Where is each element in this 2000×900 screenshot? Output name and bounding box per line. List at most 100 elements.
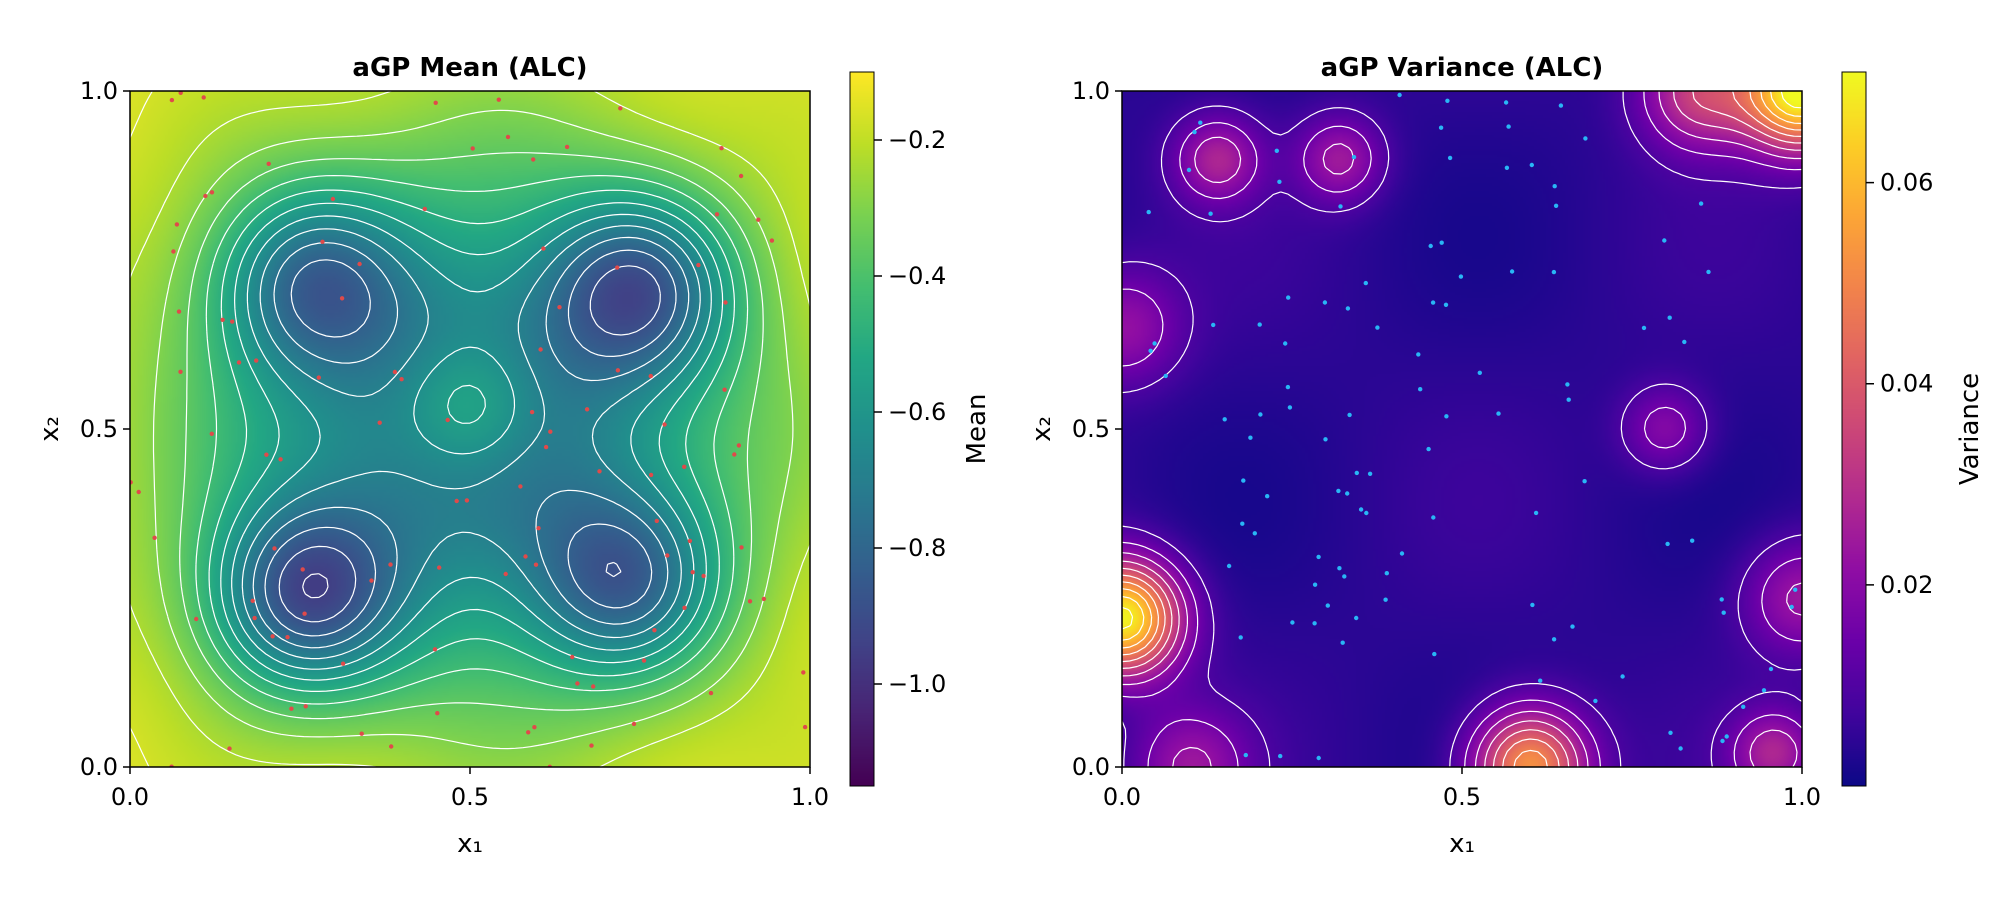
variance-point xyxy=(1529,162,1535,168)
mean-xtick-label: 0.0 xyxy=(111,783,149,811)
variance-point xyxy=(1316,755,1321,761)
variance-contours xyxy=(1122,91,1802,767)
variance-point xyxy=(1285,384,1291,390)
variance-heatmap xyxy=(1122,91,1802,767)
variance-point xyxy=(1312,621,1317,626)
variance-ytick-label: 1.0 xyxy=(1072,77,1110,105)
mean-point xyxy=(739,545,744,550)
mean-point xyxy=(736,443,742,448)
variance-contour-1 xyxy=(1122,91,1802,767)
mean-point xyxy=(432,647,438,652)
mean-point xyxy=(377,420,382,425)
variance-point xyxy=(1428,243,1433,249)
mean-contour-7 xyxy=(231,213,712,670)
variance-point xyxy=(1287,405,1293,410)
variance-point xyxy=(1582,479,1587,484)
mean-point xyxy=(641,658,647,663)
mean-point xyxy=(682,605,687,610)
variance-point xyxy=(1593,698,1598,704)
mean-point xyxy=(302,611,307,616)
mean-point xyxy=(518,484,523,489)
mean-colorbar-tick-label: −0.2 xyxy=(888,126,946,154)
variance-title: aGP Variance (ALC) xyxy=(1321,53,1604,83)
mean-contour-5 xyxy=(252,236,690,649)
mean-point xyxy=(696,262,701,268)
variance-point xyxy=(1342,574,1347,579)
variance-point xyxy=(1447,155,1453,161)
variance-contour-7 xyxy=(1122,91,1802,649)
variance-point xyxy=(1761,688,1767,693)
mean-point xyxy=(682,464,687,469)
variance-point xyxy=(1698,201,1704,206)
mean-ytick-label: 1.0 xyxy=(80,77,118,105)
variance-point xyxy=(1530,602,1535,608)
variance-point xyxy=(1208,211,1213,216)
variance-point xyxy=(1243,752,1249,758)
variance-colorbar-ticks: 0.02 0.04 0.06 xyxy=(1866,169,1933,599)
variance-contour-4 xyxy=(1122,91,1802,767)
mean-point xyxy=(209,190,215,195)
mean-contour-9 xyxy=(208,189,735,692)
mean-point xyxy=(769,238,775,243)
mean-ytick-label: 0.5 xyxy=(80,415,118,443)
variance-point xyxy=(1443,302,1449,307)
mean-point xyxy=(422,206,427,212)
variance-point xyxy=(1163,373,1168,379)
variance-point xyxy=(1274,148,1280,153)
variance-contour-6 xyxy=(1122,91,1802,767)
variance-colorbar xyxy=(1842,72,1866,786)
mean-point xyxy=(433,100,438,106)
variance-contour-5 xyxy=(1122,91,1802,767)
mean-point xyxy=(532,725,537,730)
mean-point xyxy=(631,721,637,727)
variance-axis-ticks: 0.00.0 0.5 0.5 1.0 1.0 xyxy=(1072,77,1821,811)
variance-point xyxy=(1397,92,1402,98)
mean-point xyxy=(541,246,546,251)
mean-point xyxy=(505,134,511,140)
mean-point xyxy=(496,97,501,102)
variance-point xyxy=(1337,566,1342,571)
variance-point xyxy=(1793,587,1798,592)
mean-point xyxy=(747,599,753,604)
mean-ytick-label: 0.0 xyxy=(80,753,118,781)
mean-point xyxy=(230,319,235,324)
mean-point xyxy=(359,731,364,736)
variance-point xyxy=(1430,300,1436,305)
variance-point xyxy=(1354,470,1360,476)
mean-colorbar-tick-label: −0.4 xyxy=(888,262,946,290)
mean-colorbar-ticks: −0.2 −0.4 −0.6 −0.8 −1.0 xyxy=(874,126,946,698)
variance-point xyxy=(1641,325,1647,331)
mean-point xyxy=(136,489,141,495)
mean-colorbar-label: Mean xyxy=(962,394,992,465)
variance-contour-0 xyxy=(1122,91,1802,767)
mean-point xyxy=(470,146,475,151)
variance-xtick-label: 0.0 xyxy=(1103,783,1141,811)
mean-contours xyxy=(130,91,810,767)
variance-point xyxy=(1533,510,1539,516)
variance-point xyxy=(1146,209,1151,215)
mean-point xyxy=(531,157,536,162)
mean-point xyxy=(339,296,345,301)
mean-point xyxy=(174,222,180,227)
mean-point xyxy=(435,711,440,716)
variance-point xyxy=(1238,635,1243,640)
mean-point xyxy=(597,469,602,474)
mean-point xyxy=(250,598,255,603)
variance-point xyxy=(1789,604,1794,610)
variance-point xyxy=(1720,738,1725,744)
variance-point xyxy=(1252,531,1258,536)
mean-y-label: x₂ xyxy=(35,416,65,442)
mean-point xyxy=(254,358,259,363)
mean-point xyxy=(209,431,214,436)
variance-colorbar-tick-label: 0.06 xyxy=(1880,169,1933,197)
variance-point xyxy=(1384,571,1390,576)
variance-point xyxy=(1620,674,1625,679)
mean-point xyxy=(557,305,562,310)
mean-point xyxy=(523,554,528,559)
variance-point xyxy=(1504,165,1510,170)
variance-point xyxy=(1354,615,1359,621)
variance-point xyxy=(1509,269,1515,274)
variance-point xyxy=(1416,352,1421,357)
mean-point xyxy=(437,565,442,570)
